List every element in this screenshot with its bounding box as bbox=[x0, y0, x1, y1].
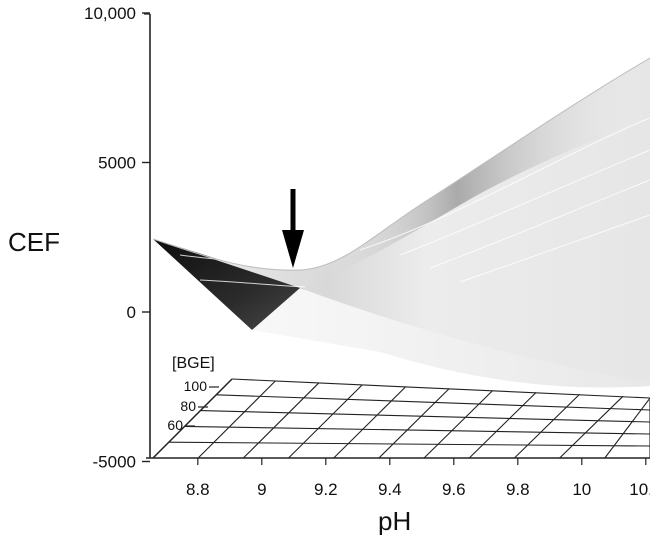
surface-contour bbox=[459, 214, 650, 283]
y-tick-label: 5000 bbox=[98, 154, 136, 173]
floor-grid-line bbox=[184, 425, 650, 435]
y-tick-label: 0 bbox=[127, 303, 136, 322]
floor-grid-line bbox=[168, 441, 650, 447]
z-tick-label: 100 bbox=[184, 378, 208, 394]
floor-grid-line bbox=[242, 382, 320, 459]
x-tick-label: 10 bbox=[572, 480, 591, 499]
z-tick-label: 80 bbox=[180, 398, 196, 414]
floor-grid-line bbox=[604, 397, 650, 459]
y-axis-title: CEF bbox=[8, 227, 60, 257]
floor-grid-line bbox=[514, 393, 581, 459]
axes bbox=[144, 13, 650, 459]
surface-shading bbox=[300, 58, 650, 288]
x-tick-label: 9 bbox=[257, 480, 266, 499]
minimum-arrow bbox=[282, 189, 304, 268]
surface-contour bbox=[399, 149, 650, 256]
floor-grid-line bbox=[423, 390, 494, 459]
floor-grid-line bbox=[378, 388, 450, 459]
floor-grid-line bbox=[559, 395, 624, 459]
floor-grid-line bbox=[468, 391, 537, 459]
x-tick-label: 9.4 bbox=[378, 480, 402, 499]
surface-contour bbox=[199, 279, 306, 288]
surface-ridge-edge bbox=[152, 57, 650, 271]
x-tick-label: 9.2 bbox=[314, 480, 338, 499]
surface-contour bbox=[429, 179, 650, 269]
surface-lower-face bbox=[252, 288, 650, 388]
x-axis-ticks: 8.8 9 9.2 9.4 9.6 9.8 10 10.2 bbox=[186, 458, 650, 499]
y-tick-label: -5000 bbox=[93, 453, 136, 472]
floor-grid bbox=[152, 378, 650, 459]
surface-dark-face bbox=[153, 239, 308, 330]
floor-grid-line bbox=[288, 384, 363, 459]
surface-contour bbox=[179, 254, 301, 267]
floor-grid-line bbox=[200, 410, 650, 423]
x-tick-label: 8.8 bbox=[186, 480, 210, 499]
x-tick-label: 10.2 bbox=[629, 480, 650, 499]
floor-grid-line bbox=[197, 380, 276, 459]
z-axis-ticks: 100 80 60 bbox=[167, 378, 219, 433]
z-axis-title: [BGE] bbox=[172, 355, 215, 372]
x-tick-label: 9.6 bbox=[442, 480, 466, 499]
floor-grid-line bbox=[231, 378, 650, 399]
x-tick-label: 9.8 bbox=[506, 480, 530, 499]
floor-grid-line bbox=[333, 386, 407, 459]
x-axis-title: pH bbox=[378, 506, 411, 535]
z-axis-line bbox=[152, 378, 233, 459]
y-tick-label: 10,000 bbox=[84, 4, 136, 23]
surface-contour bbox=[359, 117, 650, 251]
floor-grid-line bbox=[216, 394, 650, 411]
response-surface bbox=[152, 57, 650, 388]
z-tick-label: 60 bbox=[167, 417, 183, 433]
